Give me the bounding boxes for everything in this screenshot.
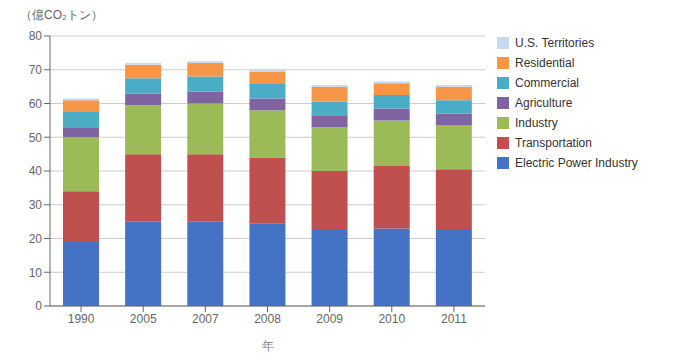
html-text:Agriculture: Agriculture bbox=[515, 96, 573, 110]
svg-text:2009: 2009 bbox=[316, 312, 343, 326]
html-text:（億CO₂トン）: （億CO₂トン） bbox=[20, 8, 103, 22]
html-text:Transportation: Transportation bbox=[515, 136, 592, 150]
svg-text:40: 40 bbox=[29, 164, 43, 178]
svg-text:20: 20 bbox=[29, 232, 43, 246]
svg-text:70: 70 bbox=[29, 63, 43, 77]
html-text:Electric Power Industry: Electric Power Industry bbox=[515, 156, 638, 170]
svg-text:0: 0 bbox=[35, 299, 42, 313]
svg-text:2005: 2005 bbox=[130, 312, 157, 326]
svg-text:2011: 2011 bbox=[441, 312, 467, 326]
svg-text:1990: 1990 bbox=[68, 312, 95, 326]
svg-text:年: 年 bbox=[262, 339, 274, 353]
svg-text:80: 80 bbox=[29, 29, 43, 43]
svg-text:2008: 2008 bbox=[254, 312, 281, 326]
svg-text:2010: 2010 bbox=[378, 312, 405, 326]
svg-text:30: 30 bbox=[29, 198, 43, 212]
svg-text:50: 50 bbox=[29, 131, 43, 145]
html-text:Residential: Residential bbox=[515, 56, 575, 70]
svg-text:2007: 2007 bbox=[192, 312, 219, 326]
html-text:Commercial: Commercial bbox=[515, 76, 579, 90]
html-text:Industry: Industry bbox=[515, 116, 558, 130]
svg-text:60: 60 bbox=[29, 97, 43, 111]
svg-text:10: 10 bbox=[29, 266, 43, 280]
html-text:U.S. Territories: U.S. Territories bbox=[515, 36, 595, 50]
